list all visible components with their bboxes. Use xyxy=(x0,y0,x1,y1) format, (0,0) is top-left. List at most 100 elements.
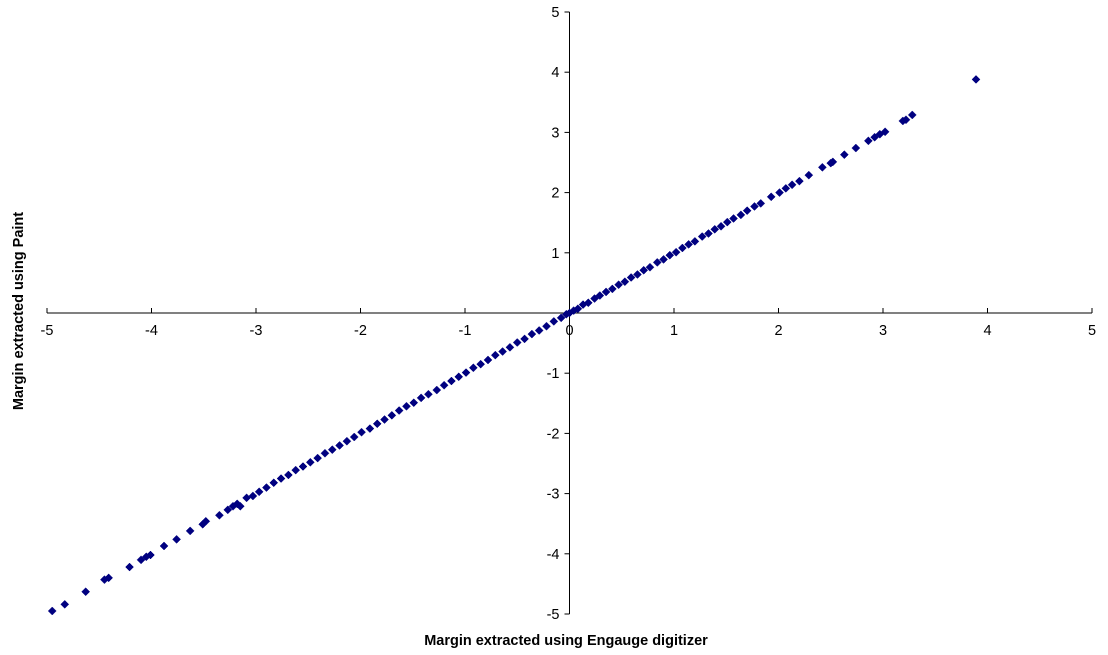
data-point xyxy=(652,258,662,267)
data-point xyxy=(880,127,890,137)
data-point xyxy=(690,237,700,246)
y-tick-label: 2 xyxy=(551,186,559,202)
data-point xyxy=(469,363,478,373)
x-tick-label: -3 xyxy=(250,323,263,339)
y-tick-label: 3 xyxy=(551,125,559,141)
data-point xyxy=(402,401,411,411)
x-tick-label: 1 xyxy=(670,323,678,339)
data-point xyxy=(327,445,337,455)
y-tick-label: -2 xyxy=(547,426,560,442)
y-axis-title: Margin extracted using Paint xyxy=(11,212,27,410)
x-axis-title: Margin extracted using Engauge digitizer xyxy=(424,633,708,649)
chart-ticks: -5 -4 -3 -2 -1 0 1 2 3 4 5 -5 -4 -3 -2 -1 1 2 3 4 5 xyxy=(41,5,1096,623)
x-tick-label: -2 xyxy=(354,323,367,339)
data-point xyxy=(248,491,258,501)
x-tick-label: 0 xyxy=(565,323,573,339)
data-point xyxy=(335,441,344,450)
data-point xyxy=(864,136,873,146)
data-point xyxy=(556,313,566,323)
data-point xyxy=(146,550,155,560)
data-point xyxy=(476,359,486,369)
data-point xyxy=(583,298,593,308)
data-point xyxy=(520,334,529,344)
data-point xyxy=(104,573,114,583)
data-point xyxy=(320,448,330,458)
data-point xyxy=(766,192,776,202)
x-tick-label: -5 xyxy=(41,323,54,339)
data-point xyxy=(722,217,732,227)
data-point xyxy=(305,457,315,467)
data-point xyxy=(505,342,515,352)
data-point xyxy=(620,277,630,287)
data-point xyxy=(907,110,917,120)
data-point xyxy=(284,470,293,480)
y-tick-label: -5 xyxy=(547,607,560,623)
data-point xyxy=(357,427,366,437)
data-point xyxy=(498,347,507,356)
data-point xyxy=(125,562,134,572)
data-point xyxy=(607,284,617,294)
data-point xyxy=(365,424,375,433)
data-point xyxy=(704,229,713,238)
data-point xyxy=(716,221,726,231)
data-point xyxy=(750,202,759,211)
y-tick-label: 4 xyxy=(551,65,559,81)
x-tick-label: 2 xyxy=(774,323,782,339)
data-point xyxy=(454,372,464,382)
data-point xyxy=(645,262,655,272)
data-point xyxy=(439,380,449,390)
data-point xyxy=(573,304,583,314)
data-point xyxy=(614,280,623,290)
data-point xyxy=(262,483,271,492)
y-tick-label: 1 xyxy=(551,246,559,262)
data-point xyxy=(818,162,827,172)
chart-points xyxy=(47,75,981,616)
data-point xyxy=(736,210,746,220)
x-tick-label: 5 xyxy=(1088,323,1096,339)
data-point xyxy=(971,75,981,84)
y-tick-label: -3 xyxy=(547,487,560,503)
data-point xyxy=(60,600,70,609)
data-point xyxy=(512,338,522,347)
data-point xyxy=(372,419,382,429)
data-point xyxy=(342,436,352,446)
data-point xyxy=(626,273,636,282)
data-point xyxy=(787,180,797,190)
data-point xyxy=(710,224,720,234)
data-point xyxy=(242,493,251,503)
data-point xyxy=(795,176,804,186)
data-point xyxy=(215,510,224,520)
data-point xyxy=(432,385,442,395)
data-point xyxy=(839,150,849,160)
data-point xyxy=(185,526,195,536)
data-point xyxy=(483,355,493,365)
y-tick-label: -1 xyxy=(547,366,560,382)
data-point xyxy=(313,453,323,463)
data-point xyxy=(633,270,642,279)
data-point xyxy=(742,206,752,216)
data-point xyxy=(549,317,559,326)
data-point xyxy=(81,587,91,597)
x-tick-label: -1 xyxy=(459,323,472,339)
data-point xyxy=(349,432,359,442)
data-point xyxy=(235,501,245,511)
data-point xyxy=(601,287,611,297)
data-point xyxy=(851,143,861,153)
data-point xyxy=(269,478,279,488)
data-point xyxy=(527,329,537,339)
data-point xyxy=(223,505,233,515)
data-point xyxy=(47,606,57,616)
data-point xyxy=(490,350,500,360)
data-point xyxy=(254,487,264,497)
x-tick-label: 3 xyxy=(879,323,887,339)
data-point xyxy=(901,115,911,125)
data-point xyxy=(665,250,675,260)
data-point xyxy=(447,376,456,386)
data-point xyxy=(416,393,426,403)
data-point xyxy=(291,465,301,475)
data-point xyxy=(781,184,791,193)
data-point xyxy=(678,243,687,253)
data-point xyxy=(159,541,169,551)
data-point xyxy=(394,406,404,415)
